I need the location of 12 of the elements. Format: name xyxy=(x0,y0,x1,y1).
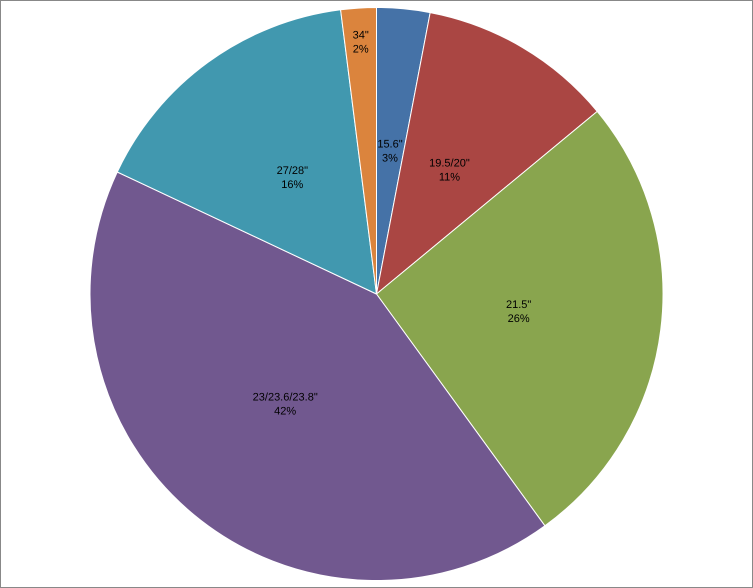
data-label: 2% xyxy=(352,43,369,56)
data-label: 42% xyxy=(274,405,296,418)
data-label: 11% xyxy=(438,172,460,184)
data-label: 16% xyxy=(281,179,304,192)
data-label: 3% xyxy=(382,152,398,164)
slice-label: 19.5/20" xyxy=(429,158,470,170)
slice-label: 27/28" xyxy=(276,165,308,178)
slice-label: 34" xyxy=(352,29,369,42)
slice-label: 23/23.6/23.8" xyxy=(252,391,318,404)
slice-label: 21.5" xyxy=(506,298,532,311)
slice-label: 15.6" xyxy=(377,138,403,150)
data-label: 26% xyxy=(508,312,530,325)
